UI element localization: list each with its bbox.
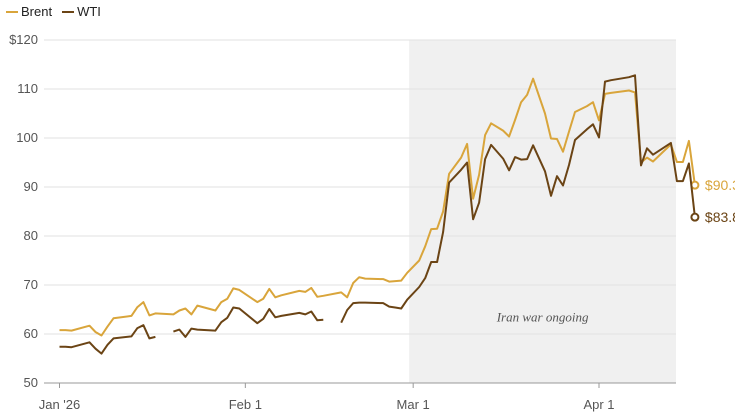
end-value-label-brent: $90.38 <box>705 177 735 193</box>
end-value-label-wti: $83.85 <box>705 209 735 225</box>
series-line-brent <box>59 77 696 337</box>
legend-item-brent: Brent <box>6 4 52 19</box>
legend-swatch-wti <box>62 10 75 13</box>
y-tick-label: 50 <box>24 375 38 390</box>
legend-label-brent: Brent <box>21 4 53 19</box>
x-tick-label: Apr 1 <box>583 397 614 412</box>
legend: Brent WTI <box>6 4 101 19</box>
annotation-iran-war: Iran war ongoing <box>496 309 589 324</box>
x-tick-label: Mar 1 <box>397 397 430 412</box>
legend-item-wti: WTI <box>62 4 101 19</box>
x-tick-label: Feb 1 <box>229 397 262 412</box>
end-point-wti <box>690 212 700 222</box>
series-line-wti <box>59 74 696 355</box>
y-tick-label: $120 <box>9 32 38 47</box>
shaded-region-iran-war <box>409 40 676 383</box>
x-tick-label: Jan '26 <box>39 397 81 412</box>
y-tick-label: 110 <box>17 81 38 96</box>
y-tick-label: 60 <box>24 326 38 341</box>
y-tick-label: 100 <box>16 130 38 145</box>
legend-swatch-brent <box>6 10 18 13</box>
y-tick-label: 90 <box>24 179 38 194</box>
legend-label-wti: WTI <box>77 4 101 19</box>
y-tick-label: 80 <box>24 228 38 243</box>
y-tick-label: 70 <box>24 277 38 292</box>
